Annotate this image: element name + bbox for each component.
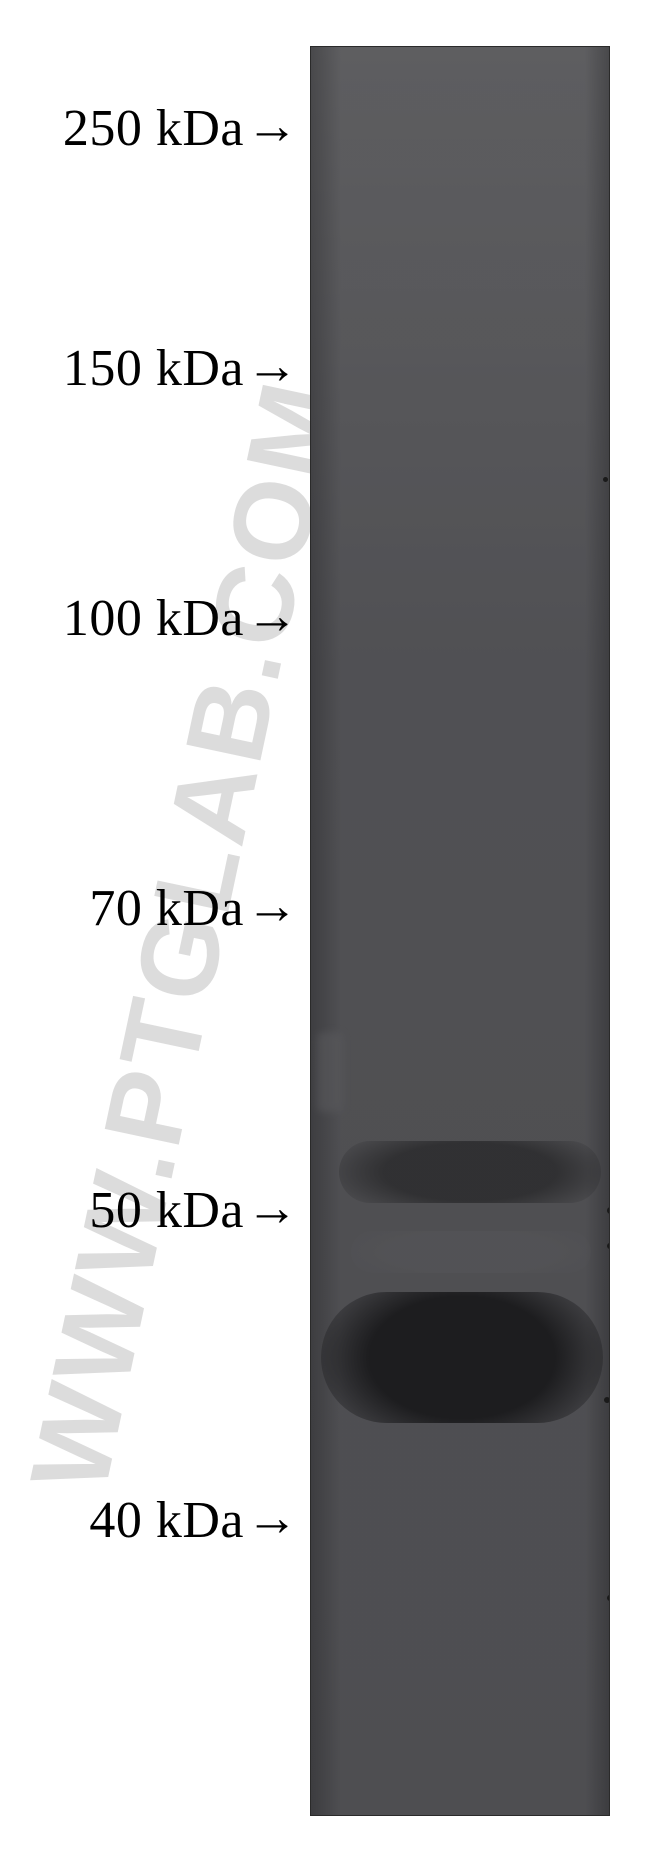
mw-marker-label-text: 40 kDa bbox=[89, 1491, 244, 1550]
mw-marker-label-text: 250 kDa bbox=[63, 99, 244, 158]
arrow-right-icon: → bbox=[246, 96, 298, 156]
edge-dot bbox=[604, 1397, 610, 1403]
edge-dot bbox=[607, 1207, 610, 1214]
mw-marker-250kda: 250 kDa→ bbox=[63, 102, 298, 154]
arrow-right-icon: → bbox=[246, 586, 298, 646]
mw-marker-100kda: 100 kDa→ bbox=[63, 592, 298, 644]
mw-marker-label-text: 50 kDa bbox=[89, 1181, 244, 1240]
blot-lane bbox=[310, 46, 610, 1816]
mw-marker-50kda: 50 kDa→ bbox=[89, 1184, 298, 1236]
edge-dot bbox=[607, 1595, 610, 1601]
mw-marker-150kda: 150 kDa→ bbox=[63, 342, 298, 394]
edge-dot bbox=[607, 1243, 610, 1249]
band-faint-50kda bbox=[351, 1231, 591, 1273]
arrow-right-icon: → bbox=[246, 1488, 298, 1548]
western-blot-figure: WWW.PTGLAB.COM 250 kDa→150 kDa→100 kDa→7… bbox=[0, 0, 650, 1855]
arrow-right-icon: → bbox=[246, 1178, 298, 1238]
left-edge-smudge bbox=[317, 1032, 343, 1112]
arrow-right-icon: → bbox=[246, 876, 298, 936]
mw-marker-label-text: 150 kDa bbox=[63, 339, 244, 398]
band-main-45kda bbox=[321, 1292, 603, 1423]
edge-dot bbox=[603, 477, 608, 482]
mw-marker-40kda: 40 kDa→ bbox=[89, 1494, 298, 1546]
arrow-right-icon: → bbox=[246, 336, 298, 396]
mw-marker-70kda: 70 kDa→ bbox=[89, 882, 298, 934]
mw-marker-label-text: 70 kDa bbox=[89, 879, 244, 938]
mw-marker-label-text: 100 kDa bbox=[63, 589, 244, 648]
blot-membrane-background bbox=[311, 47, 609, 1815]
band-upper-55kda bbox=[339, 1141, 601, 1203]
